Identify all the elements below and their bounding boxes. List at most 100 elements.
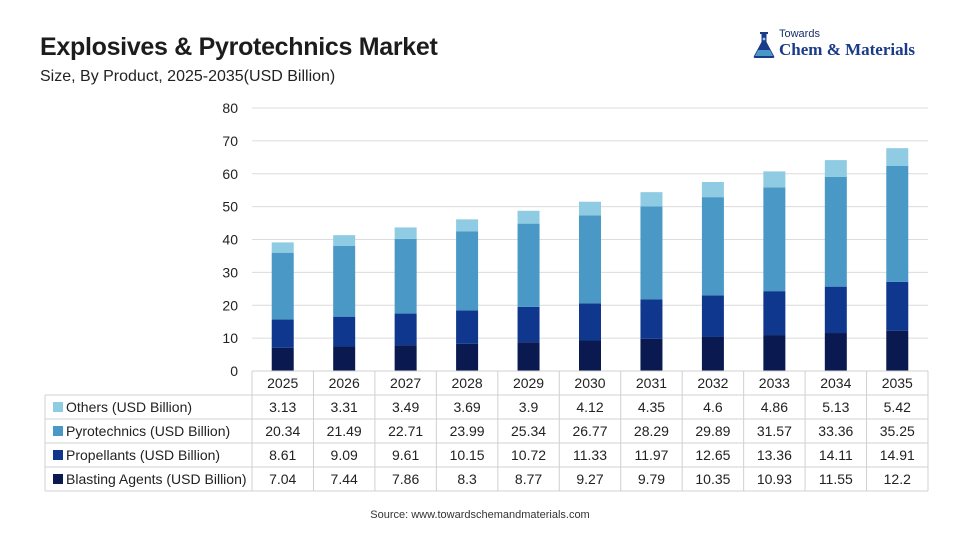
bar-segment-others [640, 192, 663, 207]
data-label-pyrotechnics: 26.77 [572, 423, 607, 439]
y-tick-label: 60 [222, 166, 238, 182]
x-tick-label: 2033 [759, 375, 790, 391]
bar-segment-pyrotechnics [517, 223, 540, 307]
bar-segment-others [824, 160, 847, 177]
bar-segment-others [456, 219, 479, 232]
bar-segment-pyrotechnics [640, 206, 663, 300]
data-label-propellants: 8.61 [269, 447, 296, 463]
legend-label-pyrotechnics: Pyrotechnics (USD Billion) [66, 423, 230, 439]
legend-swatch-others [53, 402, 63, 412]
bar-segment-propellants [579, 303, 601, 341]
flask-icon [753, 32, 775, 58]
data-label-blasting: 7.44 [331, 471, 358, 487]
data-label-others: 3.69 [453, 399, 480, 415]
bar-segment-blasting [640, 338, 663, 371]
y-tick-label: 30 [222, 264, 238, 280]
x-tick-label: 2029 [513, 375, 544, 391]
bar-segment-blasting [271, 347, 294, 371]
bar-segment-pyrotechnics [824, 176, 847, 287]
data-label-pyrotechnics: 31.57 [757, 423, 792, 439]
bar-segment-others [333, 235, 356, 247]
data-label-pyrotechnics: 23.99 [450, 423, 485, 439]
data-label-others: 5.13 [822, 399, 849, 415]
x-tick-label: 2035 [882, 375, 913, 391]
bar-segment-propellants [701, 295, 724, 337]
bar-segment-propellants [763, 291, 786, 336]
bar-segment-propellants [824, 286, 847, 334]
y-tick-label: 0 [230, 363, 238, 379]
data-label-blasting: 8.3 [457, 471, 477, 487]
y-tick-label: 20 [222, 297, 238, 313]
data-label-others: 4.6 [703, 399, 723, 415]
y-tick-label: 70 [222, 133, 238, 149]
bar-segment-blasting [701, 336, 724, 371]
data-label-pyrotechnics: 35.25 [880, 423, 915, 439]
data-label-others: 3.9 [519, 399, 539, 415]
data-label-pyrotechnics: 25.34 [511, 423, 546, 439]
data-label-others: 4.12 [576, 399, 603, 415]
data-label-pyrotechnics: 21.49 [327, 423, 362, 439]
y-tick-label: 10 [222, 330, 238, 346]
bar-segment-pyrotechnics [394, 238, 417, 314]
data-label-pyrotechnics: 29.89 [695, 423, 730, 439]
bar-segment-blasting [456, 343, 479, 371]
bar-segment-pyrotechnics [701, 197, 724, 296]
x-tick-label: 2034 [820, 375, 851, 391]
bar-segment-propellants [333, 316, 356, 347]
bar-segment-blasting [517, 342, 540, 371]
legend-label-propellants: Propellants (USD Billion) [66, 447, 220, 463]
x-tick-label: 2027 [390, 375, 421, 391]
data-label-propellants: 10.15 [450, 447, 485, 463]
data-label-blasting: 12.2 [884, 471, 911, 487]
legend-swatch-propellants [53, 450, 63, 460]
bar-segment-blasting [886, 330, 909, 371]
data-label-blasting: 10.35 [695, 471, 730, 487]
bar-segment-pyrotechnics [579, 215, 601, 304]
legend-swatch-blasting [53, 474, 63, 484]
data-label-others: 4.35 [638, 399, 665, 415]
x-tick-label: 2031 [636, 375, 667, 391]
bar-segment-others [579, 201, 601, 216]
bar-segment-blasting [333, 346, 356, 371]
data-label-pyrotechnics: 33.36 [818, 423, 853, 439]
bar-segment-propellants [517, 306, 540, 343]
legend-label-blasting: Blasting Agents (USD Billion) [66, 471, 247, 487]
data-label-propellants: 11.33 [573, 447, 607, 463]
bar-segment-propellants [886, 281, 909, 331]
data-label-propellants: 9.09 [331, 447, 358, 463]
data-label-pyrotechnics: 28.29 [634, 423, 669, 439]
data-label-propellants: 14.91 [880, 447, 915, 463]
y-tick-label: 50 [222, 199, 238, 215]
logo-text-small: Towards [779, 28, 820, 40]
data-label-blasting: 9.79 [638, 471, 665, 487]
bar-segment-others [701, 182, 724, 198]
bar-segment-propellants [271, 319, 294, 348]
bar-segment-blasting [763, 335, 786, 371]
data-label-blasting: 7.86 [392, 471, 419, 487]
x-tick-label: 2028 [452, 375, 483, 391]
data-label-blasting: 9.27 [576, 471, 603, 487]
bar-segment-others [517, 210, 540, 224]
bar-segment-propellants [640, 299, 663, 339]
chart-title: Explosives & Pyrotechnics Market [40, 33, 438, 61]
data-label-others: 3.13 [269, 399, 296, 415]
x-tick-label: 2032 [697, 375, 728, 391]
brand-logo: Towards Chem & Materials [751, 28, 931, 62]
data-label-others: 3.31 [331, 399, 358, 415]
bar-segment-blasting [579, 340, 601, 371]
data-label-propellants: 10.72 [511, 447, 546, 463]
data-label-propellants: 12.65 [695, 447, 730, 463]
bar-segment-others [886, 148, 909, 166]
data-label-propellants: 13.36 [757, 447, 792, 463]
data-label-blasting: 7.04 [269, 471, 296, 487]
chart-subtitle: Size, By Product, 2025-2035(USD Billion) [40, 68, 336, 85]
bar-segment-pyrotechnics [763, 187, 786, 292]
data-label-blasting: 10.93 [757, 471, 792, 487]
data-label-propellants: 11.97 [634, 447, 668, 463]
data-label-others: 4.86 [761, 399, 788, 415]
data-label-pyrotechnics: 20.34 [265, 423, 300, 439]
bar-segment-propellants [456, 310, 479, 344]
bar-segment-pyrotechnics [456, 231, 479, 311]
x-tick-label: 2030 [574, 375, 605, 391]
